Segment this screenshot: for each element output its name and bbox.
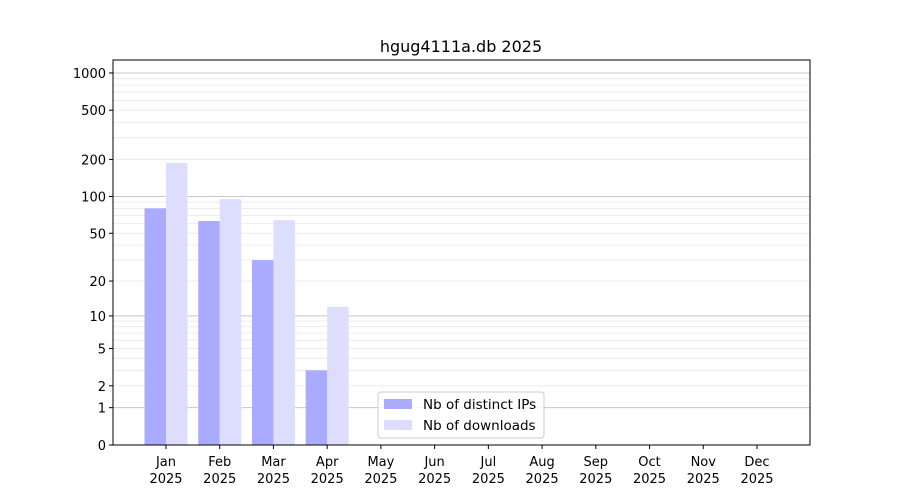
x-tick-label-month: Jun bbox=[423, 455, 444, 470]
y-tick-label: 1000 bbox=[73, 67, 106, 82]
bar-downloads-apr bbox=[327, 306, 349, 445]
legend-swatch-ips bbox=[384, 399, 412, 409]
y-tick-label: 200 bbox=[81, 153, 106, 168]
x-tick-label-month: Mar bbox=[261, 455, 286, 470]
bar-distinct-ips-mar bbox=[251, 260, 274, 445]
x-tick-label-month: Nov bbox=[691, 455, 717, 470]
legend-swatch-downloads bbox=[384, 420, 412, 430]
y-axis: 0 1 2 5 10 20 50 100 200 500 1000 bbox=[73, 67, 113, 454]
x-tick-label-month: Jul bbox=[480, 455, 497, 470]
x-tick-label-year: 2025 bbox=[203, 472, 236, 487]
bar-downloads-feb bbox=[219, 199, 242, 445]
x-tick-label-month: May bbox=[367, 455, 394, 470]
bar-distinct-ips-apr bbox=[305, 370, 328, 445]
x-tick-label-year: 2025 bbox=[364, 472, 397, 487]
y-tick-label: 500 bbox=[81, 104, 106, 119]
legend-box bbox=[377, 391, 545, 439]
chart-title: hgug4111a.db 2025 bbox=[380, 37, 542, 56]
x-tick-label-month: Apr bbox=[316, 455, 339, 470]
x-tick-label-year: 2025 bbox=[579, 472, 612, 487]
legend-label-downloads: Nb of downloads bbox=[423, 418, 536, 434]
x-tick-label-month: Aug bbox=[529, 455, 554, 470]
bar-distinct-ips-feb bbox=[198, 221, 220, 445]
x-tick-label-month: Jan bbox=[155, 455, 176, 470]
x-tick-label-year: 2025 bbox=[149, 472, 182, 487]
x-tick-label-month: Oct bbox=[638, 455, 660, 470]
x-tick-label-year: 2025 bbox=[526, 472, 559, 487]
legend: Nb of distinct IPs Nb of downloads bbox=[377, 391, 545, 439]
bar-downloads-jan bbox=[166, 163, 188, 445]
legend-label-ips: Nb of distinct IPs bbox=[423, 397, 536, 413]
y-tick-label: 5 bbox=[98, 343, 106, 358]
y-tick-label: 1 bbox=[98, 402, 106, 417]
x-tick-label-month: Dec bbox=[744, 455, 769, 470]
x-tick-label-month: Feb bbox=[208, 455, 231, 470]
x-tick-label-year: 2025 bbox=[740, 472, 773, 487]
x-tick-label-year: 2025 bbox=[257, 472, 290, 487]
x-tick-label-year: 2025 bbox=[472, 472, 505, 487]
x-tick-label-year: 2025 bbox=[687, 472, 720, 487]
x-axis: Jan 2025 Feb 2025 Mar 2025 Apr 2025 May 2025 Jun 20… bbox=[149, 445, 774, 487]
bar-distinct-ips-jan bbox=[144, 208, 166, 445]
y-tick-label: 20 bbox=[89, 275, 106, 290]
y-tick-label: 2 bbox=[98, 380, 106, 395]
plot-frame bbox=[112, 59, 811, 446]
x-tick-label-month: Sep bbox=[584, 455, 609, 470]
bars bbox=[144, 163, 349, 445]
x-tick-label-year: 2025 bbox=[418, 472, 451, 487]
x-tick-label-year: 2025 bbox=[311, 472, 344, 487]
bar-downloads-mar bbox=[273, 220, 295, 445]
y-tick-label: 10 bbox=[89, 310, 106, 325]
y-tick-label: 50 bbox=[89, 227, 106, 242]
y-tick-label: 100 bbox=[81, 190, 106, 205]
y-tick-label: 0 bbox=[98, 439, 106, 454]
x-tick-label-year: 2025 bbox=[633, 472, 666, 487]
